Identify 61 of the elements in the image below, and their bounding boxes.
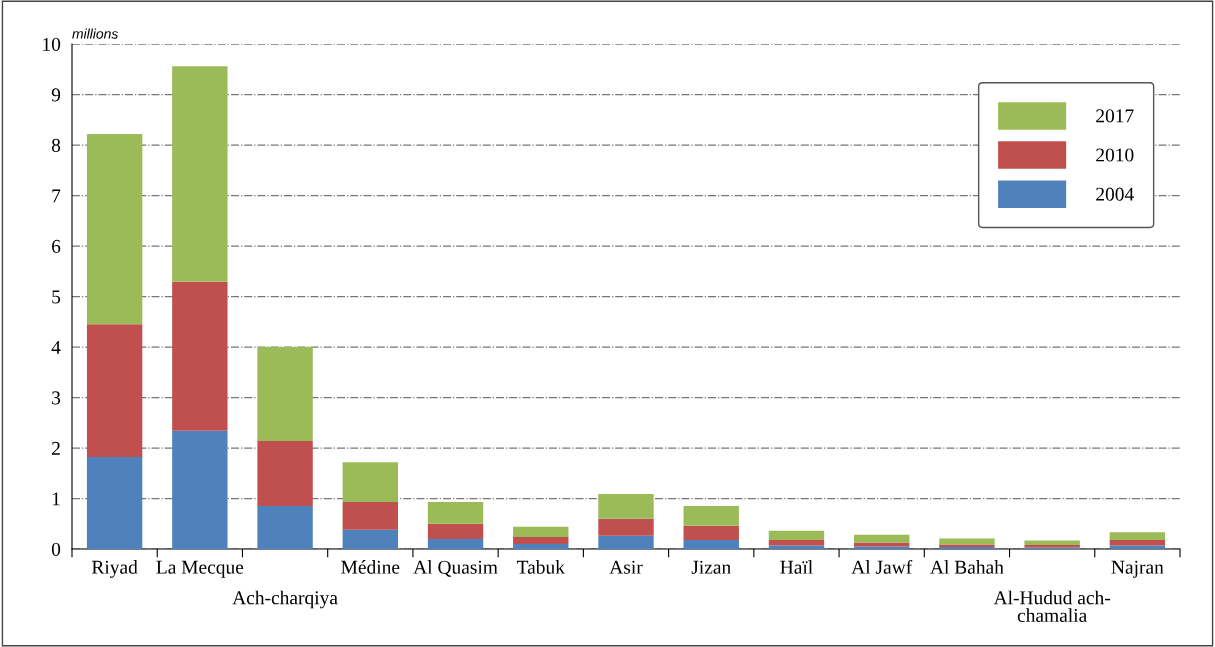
bar <box>257 347 313 441</box>
y-tick-label: 6 <box>52 239 61 253</box>
bar <box>86 324 143 458</box>
x-tick-label: Al Jawf <box>851 559 913 574</box>
y-tick-label: 7 <box>52 189 61 203</box>
bar <box>427 502 484 524</box>
y-tick-label: 9 <box>51 88 61 102</box>
bar <box>598 518 654 536</box>
bar <box>86 457 143 549</box>
bar <box>683 525 739 540</box>
bar <box>768 530 825 540</box>
x-tick-label: Najran <box>1111 560 1164 578</box>
bar <box>1109 532 1166 540</box>
bar <box>598 535 654 549</box>
bar <box>513 536 569 544</box>
y-tick-label: 3 <box>52 391 61 405</box>
x-tick-label: Ach-charqiya <box>232 590 338 609</box>
bar <box>342 462 399 503</box>
y-tick-label: 4 <box>51 340 61 354</box>
bar <box>172 281 228 431</box>
x-tick-label: Al Bahah <box>930 560 1004 574</box>
x-tick-label: Jizan <box>691 560 731 574</box>
x-tick-label: Riyad <box>91 560 138 578</box>
bar <box>683 506 739 526</box>
x-tick-label: La Mecque <box>156 560 244 578</box>
x-tick-label: Médine <box>341 560 400 574</box>
x-tick-label: Asir <box>609 560 643 574</box>
bar <box>86 133 143 325</box>
y-tick-label: 0 <box>51 542 61 556</box>
x-tick-label: Haïl <box>780 560 813 574</box>
legend-label: 2010 <box>1096 148 1134 162</box>
y-tick-label: 10 <box>43 37 61 51</box>
bar <box>513 543 569 549</box>
bar <box>853 534 910 543</box>
bar <box>1109 545 1166 549</box>
bar <box>257 506 313 549</box>
bar <box>939 538 995 545</box>
bar <box>683 539 739 549</box>
x-tick-label: Tabuk <box>516 560 565 574</box>
x-tick-label: Al-Hudud ach-chamalia <box>993 590 1111 622</box>
x-tick-label: Al Quasim <box>413 560 498 577</box>
bar <box>172 430 228 549</box>
legend-label: 2017 <box>1096 109 1134 123</box>
bar <box>427 523 484 539</box>
y-tick-label: 2 <box>52 441 60 455</box>
bar <box>598 493 654 519</box>
bar <box>427 538 484 549</box>
legend-label: 2004 <box>1096 187 1134 201</box>
bar <box>257 440 313 507</box>
y-axis-title: millions <box>72 28 119 39</box>
bar <box>1024 540 1080 545</box>
bar <box>172 66 228 282</box>
y-tick-label: 5 <box>52 290 61 304</box>
bar <box>853 542 910 547</box>
y-tick-label: 8 <box>51 138 61 152</box>
y-tick-label: 1 <box>52 492 60 506</box>
bar <box>853 546 910 549</box>
bar <box>342 529 399 549</box>
bar <box>768 545 825 549</box>
bar <box>342 502 399 530</box>
bar <box>513 526 569 537</box>
